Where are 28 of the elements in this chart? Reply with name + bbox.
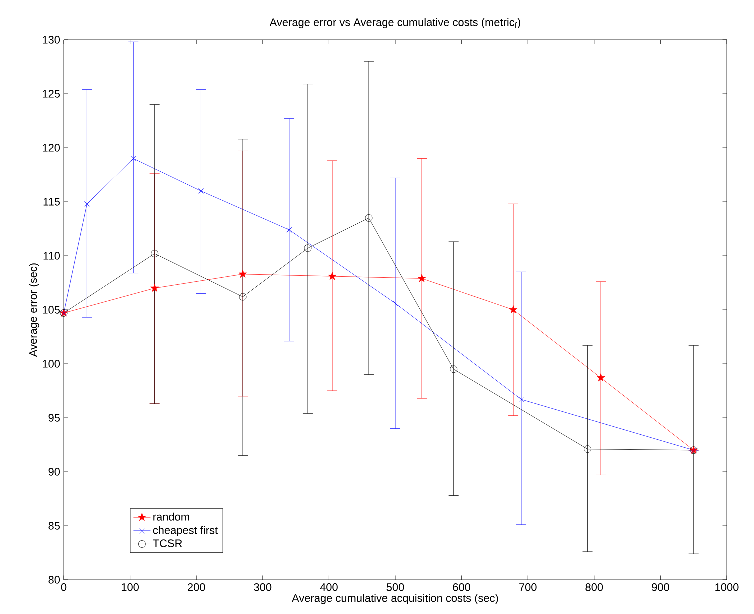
y-tick-label: 90 [48,468,60,476]
x-tick-label: 800 [586,584,604,592]
y-tick-label: 105 [43,306,60,314]
y-tick-label: 120 [43,144,60,152]
y-tick-label: 115 [44,198,60,206]
x-tick-label: 0 [61,584,67,592]
x-tick-label: 500 [386,584,404,592]
y-tick-label: 85 [48,522,60,530]
x-tick-label: 700 [520,584,537,592]
y-axis-title: Average error (sec) [29,264,40,358]
y-tick-label: 110 [44,252,60,260]
y-tick-label: 80 [48,576,60,584]
x-tick-label: 1000 [716,584,739,592]
y-tick-label: 130 [43,36,60,44]
legend-label: random [154,512,190,521]
x-tick-label: 600 [453,584,471,592]
x-tick-label: 300 [254,584,272,592]
legend-label: TCSR [153,540,182,548]
x-tick-label: 100 [122,584,139,592]
y-tick-label: 125 [43,90,60,98]
x-tick-label: 900 [652,584,670,592]
chart-title: Average error vs Average cumulative costs (metric$_{f}$) [270,18,520,28]
x-axis-title: Average cumulative acquisition costs (sec) [292,594,498,604]
y-tick-label: 100 [43,360,60,368]
legend-label: cheapest first [153,526,218,536]
x-tick-label: 200 [188,584,206,592]
y-tick-label: 95 [48,414,60,422]
x-tick-label: 400 [320,584,338,592]
